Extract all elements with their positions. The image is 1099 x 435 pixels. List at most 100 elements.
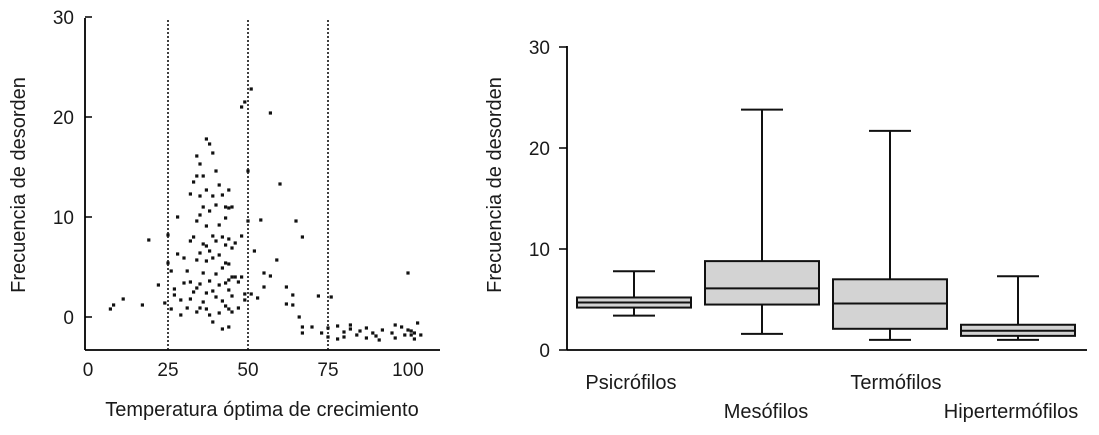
data-point <box>211 256 215 260</box>
data-point <box>166 261 170 265</box>
box-y-tick-label: 20 <box>529 139 550 160</box>
data-point <box>179 313 183 317</box>
data-point <box>214 203 218 207</box>
data-point <box>204 244 208 248</box>
data-point <box>224 243 228 247</box>
data-point <box>227 188 231 192</box>
box-iqr <box>704 260 820 306</box>
data-point <box>198 306 202 310</box>
data-point <box>188 280 192 284</box>
category-label-mesofilos: Mesófilos <box>724 401 808 423</box>
data-point <box>377 338 381 342</box>
data-point <box>262 271 266 275</box>
data-point <box>220 327 224 331</box>
data-point <box>364 336 368 340</box>
data-point <box>208 313 212 317</box>
data-point <box>112 303 116 307</box>
data-point <box>342 335 346 339</box>
data-point <box>140 303 144 307</box>
data-point <box>380 328 384 332</box>
data-point <box>156 283 160 287</box>
data-point <box>316 294 320 298</box>
data-point <box>172 287 176 291</box>
data-point <box>201 205 205 209</box>
data-point <box>169 307 173 311</box>
data-point <box>230 205 234 209</box>
data-point <box>320 331 324 335</box>
data-point <box>204 188 208 192</box>
data-point <box>240 275 244 279</box>
data-point <box>275 258 279 262</box>
scatter-chart: 0 10 20 30 0 25 50 75 100 Frecuencia de desorde… <box>8 8 440 421</box>
data-point <box>336 324 340 328</box>
data-point <box>217 223 221 227</box>
data-point <box>179 298 183 302</box>
data-point <box>390 331 394 335</box>
data-point <box>211 151 215 155</box>
data-point <box>326 335 330 339</box>
data-point <box>233 275 237 279</box>
data-point <box>233 241 237 245</box>
data-point <box>188 297 192 301</box>
data-point <box>227 325 231 329</box>
data-point <box>211 234 215 238</box>
box-y-tick-label: 10 <box>529 240 550 261</box>
data-point <box>214 239 218 243</box>
data-point <box>208 142 212 146</box>
box-y-tick-label: 30 <box>529 38 550 59</box>
data-point <box>201 271 205 275</box>
data-point <box>412 331 416 335</box>
data-point <box>262 285 266 289</box>
data-point <box>227 237 231 241</box>
data-point <box>201 300 205 304</box>
data-point <box>236 306 240 310</box>
data-point <box>204 291 208 295</box>
data-point <box>217 253 221 257</box>
data-point <box>227 206 231 210</box>
data-point <box>291 303 295 307</box>
data-point <box>240 234 244 238</box>
data-point <box>278 182 282 186</box>
data-point <box>201 242 205 246</box>
data-point <box>198 251 202 255</box>
data-point <box>201 174 205 178</box>
data-point <box>268 111 272 115</box>
data-point <box>236 280 240 284</box>
data-point <box>249 292 253 296</box>
data-point <box>230 294 234 298</box>
data-point <box>214 295 218 299</box>
data-point <box>121 297 125 301</box>
data-point <box>195 258 199 262</box>
data-point <box>188 239 192 243</box>
data-point <box>342 330 346 334</box>
data-point <box>192 235 196 239</box>
data-point <box>220 299 224 303</box>
data-point <box>310 325 314 329</box>
data-point <box>182 256 186 260</box>
data-point <box>409 333 413 337</box>
data-point <box>393 323 397 327</box>
data-point <box>217 311 221 315</box>
data-point <box>220 235 224 239</box>
data-point <box>284 285 288 289</box>
data-point <box>406 271 410 275</box>
data-point <box>176 215 180 219</box>
data-point <box>259 218 263 222</box>
scatter-x-tick-label: 100 <box>392 360 424 381</box>
data-point <box>326 326 330 330</box>
scatter-x-tick-label: 0 <box>83 360 94 381</box>
data-point <box>214 272 218 276</box>
data-point <box>300 235 304 239</box>
scatter-x-tick-label: 75 <box>317 360 338 381</box>
data-point <box>224 205 228 209</box>
data-point <box>409 329 413 333</box>
data-point <box>227 288 231 292</box>
scatter-y-axis-label: Frecuencia de desorden <box>8 77 30 293</box>
data-point <box>230 310 234 314</box>
data-point <box>227 262 231 266</box>
data-point <box>192 290 196 294</box>
box-y-tick-label: 0 <box>539 341 550 362</box>
data-point <box>355 333 359 337</box>
data-point <box>371 331 375 335</box>
